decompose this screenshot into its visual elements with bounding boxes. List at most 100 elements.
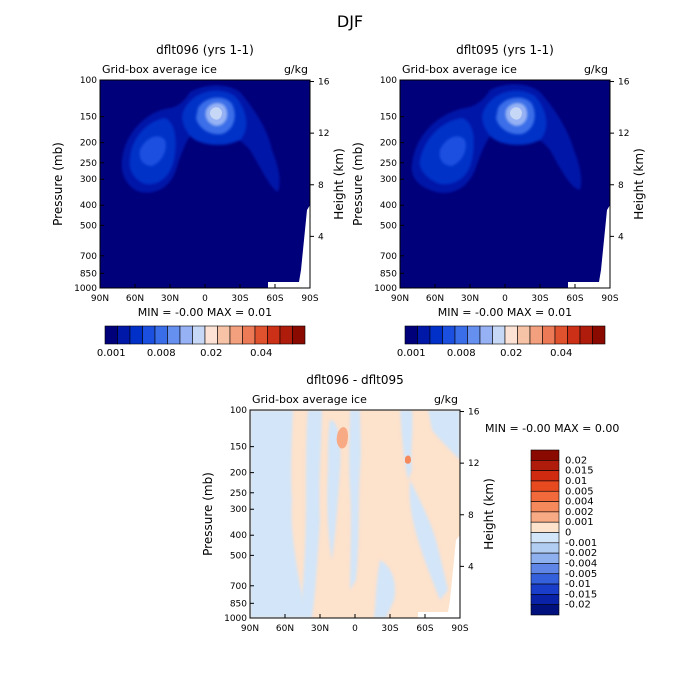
y-tick-label: 500 [80,221,97,231]
y-tick-label: 250 [80,159,97,169]
y-axis-label: Pressure (mb) [201,472,215,556]
panel-dflt095: dflt095 (yrs 1-1) Grid-box average ice g… [351,43,646,359]
x-tick-label: 30N [161,294,179,304]
y-tick-label: 700 [230,582,247,592]
colorbar-label: 0.001 [397,348,426,359]
axes-ticks: 90N 60N 30N 0 30S 60S 90S 100 150 200 250 300 400 500… [374,76,630,304]
x-tick-label: 90N [391,294,409,304]
contour-level-5-core [210,107,222,120]
x-tick-label: 30S [381,624,398,634]
colorbar-swatch [542,325,556,345]
colorbar-swatch [567,325,581,345]
y-right-tick-label: 8 [618,181,624,191]
y-tick-label: 100 [230,406,247,416]
negative-region-band-2 [327,420,341,560]
axes-ticks: 90N 60N 30N 0 30S 60S 90S 100 150 200 250 300 400 500… [224,406,480,634]
y-tick-label: 1000 [224,614,247,624]
x-tick-label: 0 [202,294,208,304]
y-tick-label: 150 [80,113,97,123]
axes-ticks: 90N 60N 30N 0 30S 60S 90S 100 150 200 250 300 400 500… [74,76,330,304]
colorbar-label: 0.04 [250,348,272,359]
colorbar-swatch [579,325,593,345]
colorbar-label: -0.002 [565,548,597,559]
colorbar-swatch [104,325,118,345]
colorbar-swatch [429,325,443,345]
colorbar-label: 0.002 [565,507,594,518]
y-right-tick-label: 8 [318,181,324,191]
colorbar-label: 0.008 [147,348,176,359]
y-tick-label: 300 [230,505,247,515]
colorbar-swatch [530,542,560,554]
y-tick-label: 250 [380,159,397,169]
y-tick-label: 200 [80,139,97,149]
x-tick-label: 90S [301,294,318,304]
y-tick-label: 400 [380,201,397,211]
colorbar-swatch [292,325,306,345]
panel-subtitle-left: Grid-box average ice [402,63,517,76]
colorbar-swatch [530,460,560,471]
colorbar-swatch [129,325,143,345]
y-tick-label: 250 [230,489,247,499]
colorbar-label: 0.04 [550,348,572,359]
x-tick-label: 30N [461,294,479,304]
y-right-tick-label: 4 [618,232,624,242]
y-right-tick-label: 4 [468,562,474,572]
colorbar-swatch [530,480,560,492]
y-tick-label: 150 [380,113,397,123]
x-tick-label: 0 [352,624,358,634]
y-axis-label-right: Height (km) [482,478,496,549]
positive-anomaly-1 [336,427,348,449]
colorbar-swatch [204,325,218,345]
panel-title: dflt095 (yrs 1-1) [456,43,554,57]
heatmap-field [100,80,310,288]
colorbar-label: 0.02 [565,455,587,466]
y-tick-label: 400 [230,531,247,541]
colorbar-swatch [530,521,560,533]
colorbar-label: -0.02 [565,600,591,611]
x-tick-label: 90N [241,624,259,634]
y-right-tick-label: 4 [318,232,324,242]
colorbar-swatch [530,594,560,605]
colorbar-label: 0.004 [565,497,594,508]
min-max-stats: MIN = -0.00 MAX = 0.01 [438,306,572,319]
colorbar-swatch [217,325,231,345]
colorbar: 0.020.0150.010.0050.0040.0020.0010-0.001… [530,449,597,616]
colorbar-label: 0.008 [447,348,476,359]
x-tick-label: 60N [426,294,444,304]
y-axis-label: Pressure (mb) [51,142,65,226]
x-tick-label: 90S [601,294,618,304]
panel-dflt096: dflt096 (yrs 1-1) Grid-box average ice g… [51,43,346,359]
colorbar-swatch [504,325,518,345]
colorbar-swatch [530,501,560,513]
colorbar-swatch [492,325,506,345]
colorbar-swatch [530,449,560,461]
y-tick-label: 700 [380,252,397,262]
y-right-tick-label: 12 [318,129,329,139]
heatmap-field [250,410,460,618]
x-tick-label: 90S [451,624,468,634]
colorbar-swatch [467,325,481,345]
negative-region-north [250,410,306,618]
panel-difference: dflt096 - dflt095 Grid-box average ice g… [201,373,619,634]
y-tick-label: 150 [230,443,247,453]
colorbar: 0.001 0.008 0.02 0.04 [397,325,606,359]
x-tick-label: 60N [276,624,294,634]
y-tick-label: 100 [380,76,397,86]
panel-title: dflt096 (yrs 1-1) [156,43,254,57]
y-tick-label: 1000 [374,284,397,294]
colorbar-label: -0.001 [565,538,597,549]
y-right-tick-label: 12 [468,459,479,469]
negative-region-south [409,480,448,600]
y-axis-label-right: Height (km) [332,148,346,219]
colorbar-label: 0.001 [97,348,126,359]
colorbar-swatch [530,511,560,523]
x-tick-label: 30N [311,624,329,634]
x-tick-label: 0 [502,294,508,304]
y-tick-label: 400 [80,201,97,211]
x-tick-label: 30S [531,294,548,304]
y-right-tick-label: 16 [468,408,480,418]
y-tick-label: 300 [380,175,397,185]
x-tick-label: 30S [231,294,248,304]
y-tick-label: 500 [230,551,247,561]
